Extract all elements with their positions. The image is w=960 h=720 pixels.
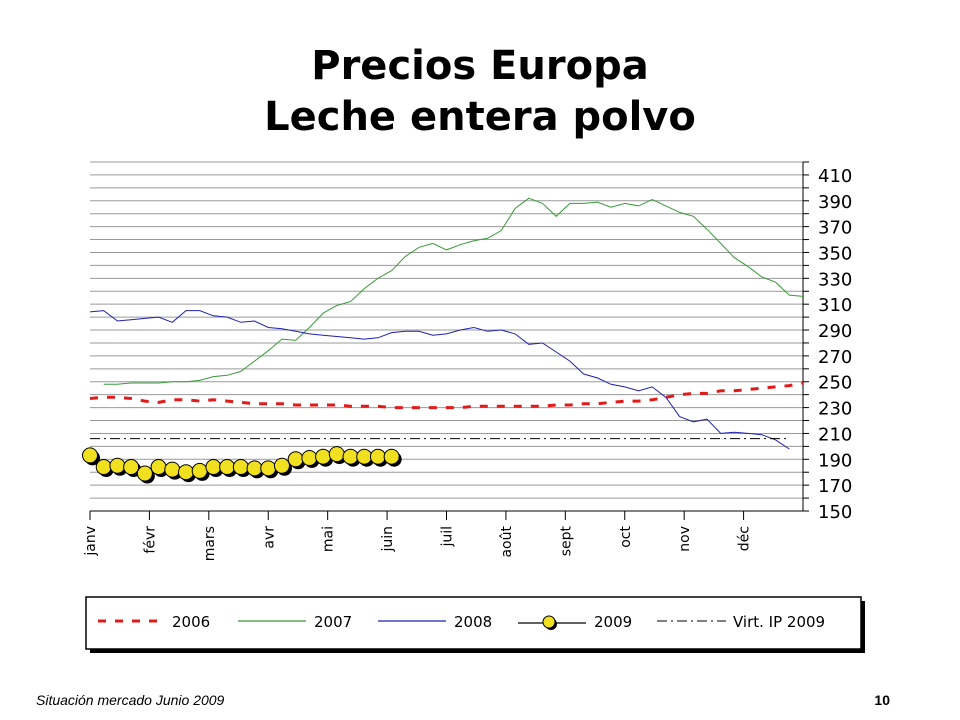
data-point-2009: [301, 450, 318, 467]
series-line-2008: [89, 310, 790, 450]
x-tick-label: déc: [737, 526, 753, 551]
legend-entry: 2008: [378, 613, 492, 631]
series-line-2007: [103, 197, 804, 385]
y-tick-label: 250: [818, 373, 852, 394]
data-point-2009: [369, 448, 386, 465]
legend-label: 2006: [172, 613, 210, 631]
data-point-2009: [342, 448, 359, 465]
y-tick-label: 230: [818, 399, 852, 420]
data-point-2009: [191, 462, 208, 479]
x-tick-label: avr: [261, 526, 277, 549]
data-point-2009: [383, 448, 400, 465]
series-line-2006: [89, 381, 804, 410]
data-point-2009: [219, 459, 236, 476]
chart-title-line2: Leche entera polvo: [264, 94, 696, 140]
x-axis-ticks: janv févr mars avr mai juin juil août sept oct nov…: [83, 511, 753, 561]
data-point-2009: [328, 446, 345, 463]
page-number: 10: [874, 692, 890, 708]
data-point-2009: [123, 459, 140, 476]
data-point-2009: [273, 457, 290, 474]
data-point-2009: [150, 459, 167, 476]
y-tick-label: 270: [818, 347, 852, 368]
y-tick-label: 190: [818, 450, 852, 471]
y-tick-label: 410: [818, 166, 852, 187]
data-point-2009: [205, 459, 222, 476]
y-tick-label: 150: [818, 502, 852, 523]
x-tick-label: mars: [202, 526, 218, 561]
legend-entry: Virt. IP 2009: [657, 613, 825, 631]
data-point-2009: [287, 451, 304, 468]
x-tick-label: mai: [321, 526, 337, 552]
x-tick-label: nov: [677, 526, 693, 552]
data-point-2009: [164, 461, 181, 478]
x-tick-label: juil: [440, 526, 456, 548]
data-point-2009: [356, 448, 373, 465]
legend-label: 2009: [594, 613, 632, 631]
x-tick-label: sept: [558, 526, 574, 557]
y-tick-label: 350: [818, 243, 852, 264]
y-tick-label: 310: [818, 295, 852, 316]
legend-label: 2008: [454, 613, 492, 631]
data-point-2009: [82, 447, 98, 464]
legend-entry: 2009: [518, 613, 632, 631]
footer-note: Situación mercado Junio 2009: [36, 692, 225, 708]
legend-label: 2007: [314, 613, 352, 631]
y-tick-label: 390: [818, 192, 852, 213]
x-tick-label: oct: [618, 526, 634, 548]
x-tick-label: janv: [83, 526, 99, 557]
gridlines: [90, 161, 803, 499]
x-tick-label: août: [499, 525, 515, 557]
data-point-2009: [109, 457, 126, 474]
legend-entry: 2006: [98, 613, 210, 631]
series-layer: [82, 197, 804, 484]
chart-title-line1: Precios Europa: [311, 43, 649, 89]
y-axis-ticks: 150 170 190 210 230 250 270 290 310 330 350 370 390 4…: [803, 161, 852, 523]
data-point-2009: [260, 460, 277, 477]
legend: 2006 2007 2008 2009 Virt. IP 2009: [98, 613, 825, 631]
y-tick-label: 330: [818, 269, 852, 290]
x-tick-label: févr: [142, 526, 158, 554]
y-tick-label: 370: [818, 218, 852, 239]
x-tick-label: juin: [380, 526, 396, 553]
data-point-2009: [315, 448, 332, 465]
y-tick-label: 210: [818, 424, 852, 445]
data-point-2009: [177, 464, 194, 481]
legend-label: Virt. IP 2009: [733, 613, 825, 631]
legend-box: [85, 596, 862, 650]
legend-marker: [542, 615, 556, 629]
data-point-2009: [246, 460, 263, 477]
data-point-2009: [232, 459, 249, 476]
y-tick-label: 170: [818, 476, 852, 497]
data-point-2009: [136, 465, 153, 482]
y-tick-label: 290: [818, 321, 852, 342]
legend-entry: 2007: [238, 613, 352, 631]
data-point-2009: [95, 459, 112, 476]
